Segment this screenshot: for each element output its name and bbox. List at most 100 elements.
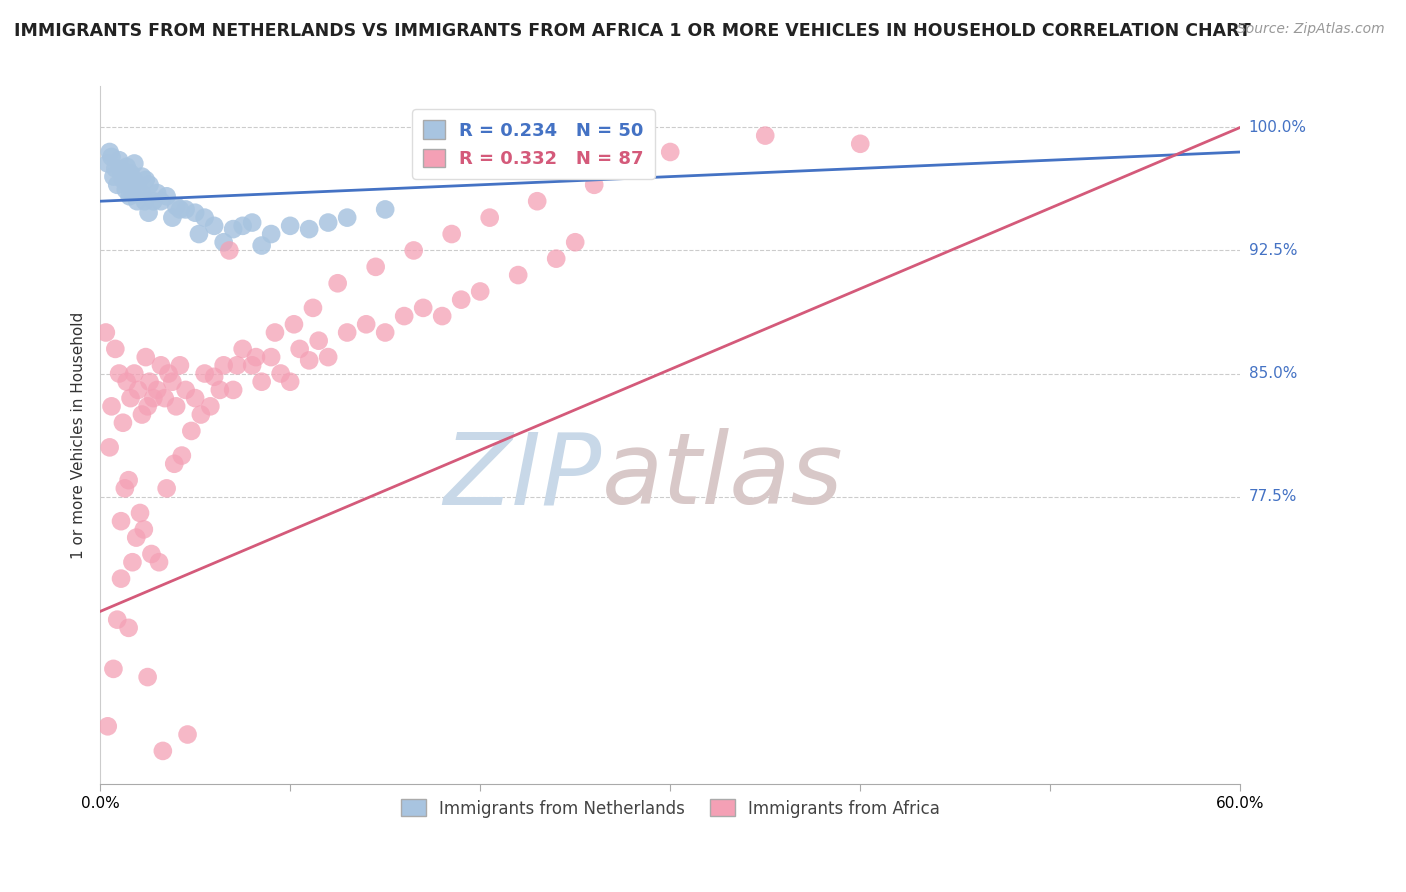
Point (176, 727, 198, 741)
Point (138, 178, 160, 192)
Point (200, 400, 222, 414)
Point (108, 153, 131, 168)
Point (110, 514, 132, 528)
Point (103, 662, 125, 676)
Point (136, 670, 159, 684)
Point (98, 145, 121, 159)
Point (156, 482, 179, 496)
Point (278, 375, 301, 389)
Point (754, 128, 776, 143)
Point (121, 555, 143, 569)
Point (326, 277, 349, 291)
Point (583, 178, 606, 192)
Point (169, 202, 191, 217)
Text: IMMIGRANTS FROM NETHERLANDS VS IMMIGRANTS FROM AFRICA 1 OR MORE VEHICLES IN HOUS: IMMIGRANTS FROM NETHERLANDS VS IMMIGRANT… (14, 22, 1251, 40)
Point (153, 391, 176, 405)
Point (364, 260, 387, 274)
Point (478, 211, 501, 225)
Point (546, 252, 568, 266)
Point (302, 301, 325, 315)
Point (120, 166, 142, 180)
Point (100, 400, 122, 414)
Point (115, 375, 138, 389)
Point (120, 391, 142, 405)
Point (117, 473, 139, 487)
Point (564, 235, 586, 250)
Point (659, 145, 682, 159)
Point (94, 326, 117, 340)
Point (202, 369, 225, 384)
Point (250, 238, 273, 252)
Point (180, 424, 202, 438)
Point (124, 367, 146, 381)
Point (122, 173, 145, 187)
Point (138, 205, 160, 219)
Point (240, 215, 263, 229)
Y-axis label: 1 or more Vehicles in Household: 1 or more Vehicles in Household (72, 311, 86, 558)
Point (316, 350, 339, 364)
Point (288, 342, 311, 356)
Point (111, 163, 134, 178)
Text: 85.0%: 85.0% (1249, 366, 1296, 381)
Point (142, 391, 165, 405)
Point (260, 227, 283, 241)
Point (114, 183, 136, 197)
Point (430, 309, 453, 323)
Point (149, 359, 172, 373)
Point (141, 547, 163, 561)
Point (222, 383, 245, 397)
Point (184, 205, 207, 219)
Point (132, 522, 155, 536)
Point (124, 156, 146, 170)
Point (162, 211, 184, 225)
Point (98, 441, 121, 455)
Point (146, 383, 169, 397)
Point (104, 161, 127, 176)
Point (218, 244, 240, 258)
Point (250, 375, 273, 389)
Point (174, 383, 197, 397)
Point (108, 367, 131, 381)
Point (208, 383, 231, 397)
Point (412, 301, 434, 315)
Point (97, 156, 120, 170)
Point (162, 375, 184, 389)
Legend: Immigrants from Netherlands, Immigrants from Africa: Immigrants from Netherlands, Immigrants … (394, 793, 946, 824)
Point (148, 555, 170, 569)
Point (104, 342, 127, 356)
Point (156, 189, 179, 203)
Point (354, 318, 377, 332)
Text: 100.0%: 100.0% (1249, 120, 1306, 135)
Text: ZIP: ZIP (443, 428, 602, 525)
Point (212, 359, 235, 373)
Point (114, 482, 136, 496)
Point (222, 222, 245, 236)
Point (621, 161, 644, 176)
Point (849, 136, 872, 151)
Point (114, 169, 136, 184)
Point (194, 211, 217, 225)
Point (202, 219, 225, 233)
Point (232, 342, 254, 356)
Point (245, 350, 267, 364)
Point (105, 613, 128, 627)
Point (117, 178, 139, 192)
Point (278, 219, 301, 233)
Point (190, 408, 212, 422)
Point (264, 326, 287, 340)
Point (392, 309, 415, 323)
Point (169, 359, 191, 373)
Point (374, 326, 396, 340)
Point (450, 293, 472, 307)
Point (138, 375, 160, 389)
Point (110, 572, 132, 586)
Point (336, 326, 359, 340)
Point (100, 150, 122, 164)
Point (152, 744, 174, 758)
Point (127, 183, 149, 197)
Point (336, 211, 359, 225)
Point (129, 186, 152, 200)
Point (184, 391, 207, 405)
Point (146, 186, 169, 200)
Point (174, 202, 197, 217)
